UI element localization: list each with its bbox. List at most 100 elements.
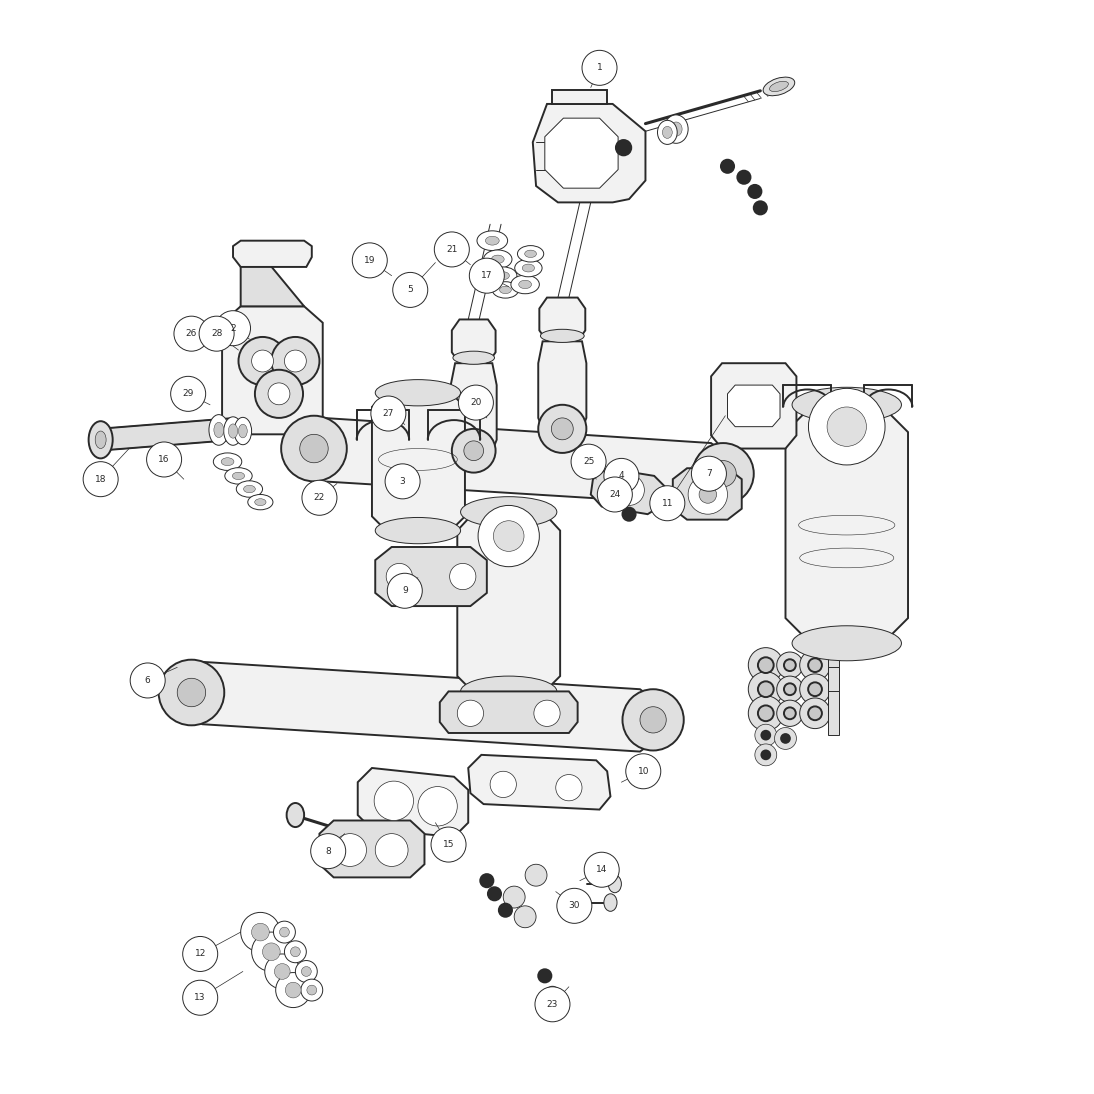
Text: 15: 15 [443,840,454,849]
Circle shape [777,700,803,726]
Circle shape [271,337,319,385]
Circle shape [300,434,328,463]
Circle shape [469,258,504,293]
Circle shape [352,243,387,278]
Ellipse shape [664,115,688,143]
Ellipse shape [477,231,508,251]
Ellipse shape [484,251,512,269]
Ellipse shape [792,626,901,661]
Circle shape [604,458,639,493]
Circle shape [748,185,761,198]
Ellipse shape [608,875,621,893]
Circle shape [758,657,773,673]
Ellipse shape [453,351,494,364]
Circle shape [418,787,457,826]
Polygon shape [304,418,735,505]
Polygon shape [452,319,496,363]
Circle shape [284,941,306,963]
Circle shape [183,980,218,1015]
Circle shape [800,650,830,680]
Ellipse shape [497,271,510,280]
Ellipse shape [517,245,544,263]
Ellipse shape [223,417,243,445]
Text: 18: 18 [95,475,106,484]
Ellipse shape [234,418,252,444]
Circle shape [546,987,559,1000]
Ellipse shape [525,251,536,257]
Circle shape [551,418,573,440]
Polygon shape [533,104,645,202]
Polygon shape [711,363,796,449]
Text: 17: 17 [481,271,492,280]
Circle shape [748,672,783,707]
Ellipse shape [461,497,557,527]
Circle shape [274,921,295,943]
Text: 28: 28 [211,329,222,338]
Polygon shape [358,768,468,837]
FancyBboxPatch shape [828,691,839,735]
Circle shape [781,734,790,743]
Circle shape [478,505,539,567]
Polygon shape [98,418,235,451]
Text: 11: 11 [662,499,673,508]
Circle shape [597,477,632,512]
Circle shape [393,272,428,307]
Text: 14: 14 [596,865,607,874]
Circle shape [286,982,301,998]
Circle shape [252,923,269,941]
Circle shape [159,660,224,725]
Circle shape [171,376,206,411]
Circle shape [784,708,795,719]
Circle shape [622,689,684,750]
Circle shape [688,475,728,514]
Text: 9: 9 [401,586,408,595]
Text: 19: 19 [364,256,375,265]
Text: 6: 6 [144,676,151,685]
Circle shape [238,337,287,385]
Ellipse shape [89,421,113,458]
Ellipse shape [225,468,252,485]
Polygon shape [468,755,610,810]
Text: 23: 23 [547,1000,558,1009]
Polygon shape [222,306,323,434]
Circle shape [255,370,303,418]
FancyBboxPatch shape [828,667,839,711]
Text: 16: 16 [159,455,170,464]
Polygon shape [673,468,742,520]
Text: 5: 5 [407,286,414,294]
Circle shape [721,160,734,173]
Circle shape [614,475,644,505]
Ellipse shape [209,415,229,445]
Circle shape [758,682,773,697]
Ellipse shape [244,486,255,492]
Circle shape [452,429,496,473]
Circle shape [784,660,795,671]
Circle shape [493,521,524,551]
Text: 27: 27 [383,409,394,418]
Circle shape [777,676,803,702]
Circle shape [538,969,551,982]
Circle shape [800,674,830,705]
Text: 7: 7 [706,469,712,478]
Polygon shape [538,341,586,429]
Text: 2: 2 [230,324,236,333]
Circle shape [263,943,280,961]
Ellipse shape [492,281,519,298]
Polygon shape [545,118,618,188]
Circle shape [557,888,592,923]
Circle shape [556,775,582,801]
Circle shape [800,698,830,729]
Polygon shape [319,820,424,877]
Ellipse shape [461,676,557,707]
Circle shape [640,707,666,733]
Circle shape [693,443,754,504]
Circle shape [525,864,547,886]
Circle shape [385,464,420,499]
Circle shape [374,781,414,820]
Polygon shape [241,263,304,306]
Circle shape [265,954,300,989]
Ellipse shape [221,457,234,466]
Circle shape [306,985,317,996]
Circle shape [301,979,323,1001]
Ellipse shape [511,276,539,294]
